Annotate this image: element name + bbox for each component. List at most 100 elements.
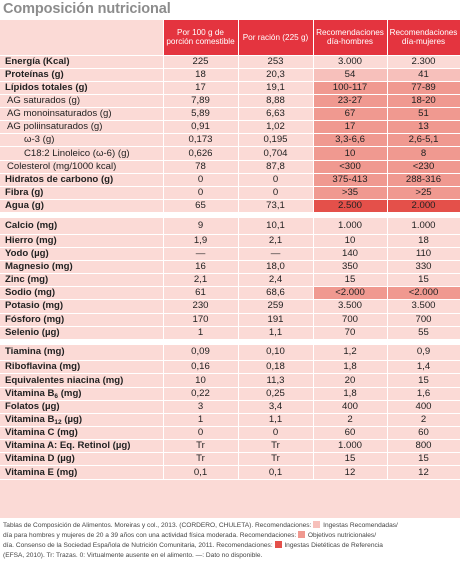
header-per-serving: Por ración (225 g) (238, 20, 314, 56)
rec-women-value: <2.000 (387, 286, 460, 301)
value-per-serving: 2,1 (238, 234, 314, 248)
table-row: Fibra (g) 0 0 >35 >25 (0, 186, 460, 201)
value-per-serving: 0,1 (238, 465, 314, 480)
rec-women-value: 18-20 (387, 94, 460, 109)
value-per-serving: 0 (238, 173, 314, 187)
nutrient-label: Vitamina A: Eq. Retinol (µg) (0, 439, 164, 454)
value-per-100g: 0,1 (163, 465, 239, 480)
value-per-serving: 1,1 (238, 413, 314, 428)
rec-women-value: 15 (387, 452, 460, 467)
rec-men-value: 17 (313, 120, 388, 135)
value-per-100g: 0 (163, 173, 239, 187)
nutrient-label: Fósforo (mg) (0, 313, 164, 327)
nutrient-label: Potasio (mg) (0, 299, 164, 314)
value-per-100g: 0,91 (163, 120, 239, 135)
table-row: Colesterol (mg/1000 kcal) 78 87,8 <300 <230 (0, 160, 460, 174)
table-row: Hidratos de carbono (g) 0 0 375-413 288-316 (0, 173, 460, 187)
table-row: Potasio (mg) 230 259 3.500 3.500 (0, 299, 460, 314)
nutrition-table-container: Por 100 g de porción comestible Por raci… (0, 20, 460, 518)
nutrient-label: Hierro (mg) (0, 234, 164, 248)
rec-men-value: 20 (313, 373, 388, 388)
rec-women-value: 3.500 (387, 299, 460, 314)
value-per-100g: 78 (163, 160, 239, 174)
value-per-serving: 87,8 (238, 160, 314, 174)
value-per-100g: 2,1 (163, 273, 239, 288)
table-row: C18:2 Linoleico (ω-6) (g) 0,626 0,704 10 8 (0, 146, 460, 161)
header-blank-cell (0, 20, 164, 56)
rec-men-value: 54 (313, 68, 388, 82)
rec-men-value: 140 (313, 247, 388, 261)
value-per-serving: 6,63 (238, 107, 314, 122)
rec-women-value: 288-316 (387, 173, 460, 187)
value-per-serving: 259 (238, 299, 314, 314)
value-per-serving: 3,4 (238, 400, 314, 414)
rec-men-value: <2.000 (313, 286, 388, 301)
rec-women-value: 2,6-5,1 (387, 133, 460, 148)
value-per-100g: 0 (163, 426, 239, 441)
value-per-100g: — (163, 247, 239, 261)
table-row: Equivalentes niacina (mg) 10 11,3 20 15 (0, 373, 460, 388)
value-per-100g: Tr (163, 452, 239, 467)
nutrient-label: AG monoinsaturados (g) (0, 107, 164, 122)
rec-women-value: 800 (387, 439, 460, 454)
value-per-serving: — (238, 247, 314, 261)
value-per-serving: Tr (238, 439, 314, 454)
table-row: Vitamina D (µg) Tr Tr 15 15 (0, 452, 460, 467)
table-row: AG monoinsaturados (g) 5,89 6,63 67 51 (0, 107, 460, 122)
nutrient-label: Agua (g) (0, 199, 164, 216)
rec-women-value: 2 (387, 413, 460, 428)
value-per-100g: 1 (163, 326, 239, 343)
value-per-100g: 18 (163, 68, 239, 82)
rec-women-value: 51 (387, 107, 460, 122)
table-footnote: Tablas de Composición de Alimentos. More… (3, 521, 458, 561)
value-per-100g: 3 (163, 400, 239, 414)
table-row: Magnesio (mg) 16 18,0 350 330 (0, 260, 460, 275)
footnote-text: día. Consenso de la Sociedad Española de… (3, 542, 275, 549)
rec-women-value: 41 (387, 68, 460, 82)
value-per-100g: 0,173 (163, 133, 239, 148)
rec-women-value: 15 (387, 273, 460, 288)
nutrition-table: Por 100 g de porción comestible Por raci… (0, 20, 460, 480)
table-row: Agua (g) 65 73,1 2.500 2.000 (0, 199, 460, 216)
rec-women-value: 1,6 (387, 387, 460, 401)
nutrient-label: Equivalentes niacina (mg) (0, 373, 164, 388)
nutrient-label: Vitamina B12 (µg) (0, 413, 164, 428)
nutrient-label: Riboflavina (mg) (0, 360, 164, 375)
nutrient-label: Tiamina (mg) (0, 338, 164, 362)
rec-women-value: >25 (387, 186, 460, 201)
rec-women-value: 13 (387, 120, 460, 135)
value-per-100g: 9 (163, 212, 239, 235)
value-per-100g: 0,16 (163, 360, 239, 375)
value-per-serving: 1,1 (238, 326, 314, 343)
rec-men-value: 60 (313, 426, 388, 441)
table-row: Vitamina E (mg) 0,1 0,1 12 12 (0, 465, 460, 480)
rec-men-value: 15 (313, 452, 388, 467)
rec-men-value: 350 (313, 260, 388, 275)
rec-men-value: 375-413 (313, 173, 388, 187)
value-per-100g: 5,89 (163, 107, 239, 122)
rec-men-value: 23-27 (313, 94, 388, 109)
table-body: Energía (Kcal) 225 253 3.000 2.300 Proteínas … (0, 55, 460, 480)
value-per-serving: 10,1 (238, 212, 314, 235)
table-row: Calcio (mg) 9 10,1 1.000 1.000 (0, 212, 460, 235)
value-per-100g: 16 (163, 260, 239, 275)
rec-men-value: 2 (313, 413, 388, 428)
value-per-serving: 0 (238, 426, 314, 441)
value-per-100g: 17 (163, 81, 239, 95)
rec-men-value: >35 (313, 186, 388, 201)
value-per-100g: 230 (163, 299, 239, 314)
rec-women-value: 2.000 (387, 199, 460, 216)
value-per-serving: 1,02 (238, 120, 314, 135)
footnote-text: día para hombres y mujeres de 20 a 39 añ… (3, 532, 299, 539)
table-row: Vitamina A: Eq. Retinol (µg) Tr Tr 1.000 800 (0, 439, 460, 454)
rec-men-value: 1,8 (313, 387, 388, 401)
nutrient-label: Vitamina B6 (mg) (0, 387, 164, 401)
rec-women-value: 8 (387, 146, 460, 161)
nutrient-label: Folatos (µg) (0, 400, 164, 414)
rec-women-value: 60 (387, 426, 460, 441)
rec-women-value: 55 (387, 326, 460, 343)
value-per-100g: Tr (163, 439, 239, 454)
header-per-100g: Por 100 g de porción comestible (163, 20, 239, 56)
rec-men-value: 1,8 (313, 360, 388, 375)
nutrient-label: Vitamina D (µg) (0, 452, 164, 467)
